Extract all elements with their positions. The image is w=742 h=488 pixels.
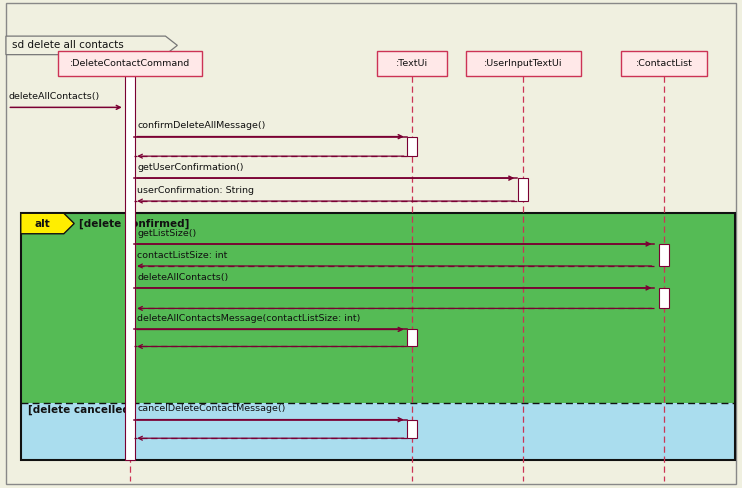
Bar [21, 403, 735, 460]
Bar [377, 51, 447, 76]
Text: contactListSize: int: contactListSize: int [137, 251, 228, 260]
Bar [466, 51, 581, 76]
Bar [57, 51, 202, 76]
Text: alt: alt [34, 219, 50, 228]
Bar [21, 213, 735, 460]
Text: [delete confirmed]: [delete confirmed] [79, 218, 189, 229]
Text: deleteAllContacts(): deleteAllContacts() [9, 92, 100, 101]
Text: [delete cancelled]: [delete cancelled] [28, 405, 135, 415]
Polygon shape [21, 213, 74, 234]
Text: confirmDeleteAllMessage(): confirmDeleteAllMessage() [137, 122, 266, 130]
Text: sd delete all contacts: sd delete all contacts [12, 41, 124, 50]
Text: :ContactList: :ContactList [636, 59, 692, 68]
Text: :TextUi: :TextUi [395, 59, 428, 68]
Text: :DeleteContactCommand: :DeleteContactCommand [70, 59, 190, 68]
Bar [519, 178, 528, 201]
Text: deleteAllContacts(): deleteAllContacts() [137, 273, 229, 282]
Bar [407, 137, 417, 156]
Bar [407, 329, 417, 346]
Bar [407, 420, 417, 438]
Polygon shape [6, 36, 177, 55]
Text: getUserConfirmation(): getUserConfirmation() [137, 163, 244, 172]
Text: :UserInputTextUi: :UserInputTextUi [484, 59, 562, 68]
Text: getListSize(): getListSize() [137, 229, 197, 238]
Bar [125, 76, 135, 460]
Bar [21, 213, 735, 403]
Text: cancelDeleteContactMessage(): cancelDeleteContactMessage() [137, 405, 286, 413]
Bar [660, 244, 669, 266]
Text: deleteAllContactsMessage(contactListSize: int): deleteAllContactsMessage(contactListSize… [137, 314, 361, 323]
Bar [622, 51, 707, 76]
Text: userConfirmation: String: userConfirmation: String [137, 186, 255, 195]
Bar [660, 288, 669, 308]
